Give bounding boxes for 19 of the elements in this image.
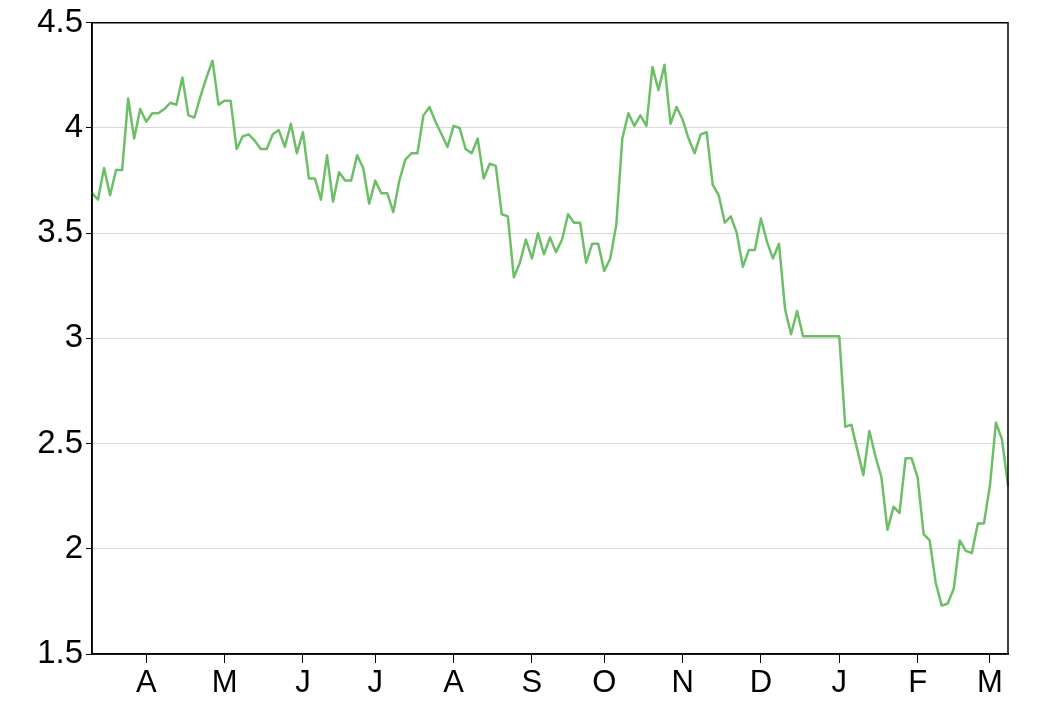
x-tick-label: M [977,664,1003,700]
y-tick-label: 2 [64,527,83,565]
x-tick-label: O [592,664,617,700]
x-tick-label: M [211,664,238,700]
y-tick-label: 4.5 [37,1,83,39]
x-tick-label: J [295,664,311,700]
y-tick-label: 3.5 [37,212,83,250]
x-tick-label: J [367,664,383,700]
x-tick-label: A [443,664,465,700]
x-tick-label: S [521,664,543,700]
y-tick-label: 3 [64,317,83,355]
y-tick-label: 1.5 [37,633,83,671]
x-tick-label: D [749,664,773,700]
y-tick-label: 2.5 [37,422,83,460]
x-tick-label: J [831,664,848,700]
x-tick-label: N [671,664,694,700]
x-tick-label: A [135,664,157,700]
x-tick-label: F [908,664,928,700]
y-tick-label: 4 [64,107,83,145]
